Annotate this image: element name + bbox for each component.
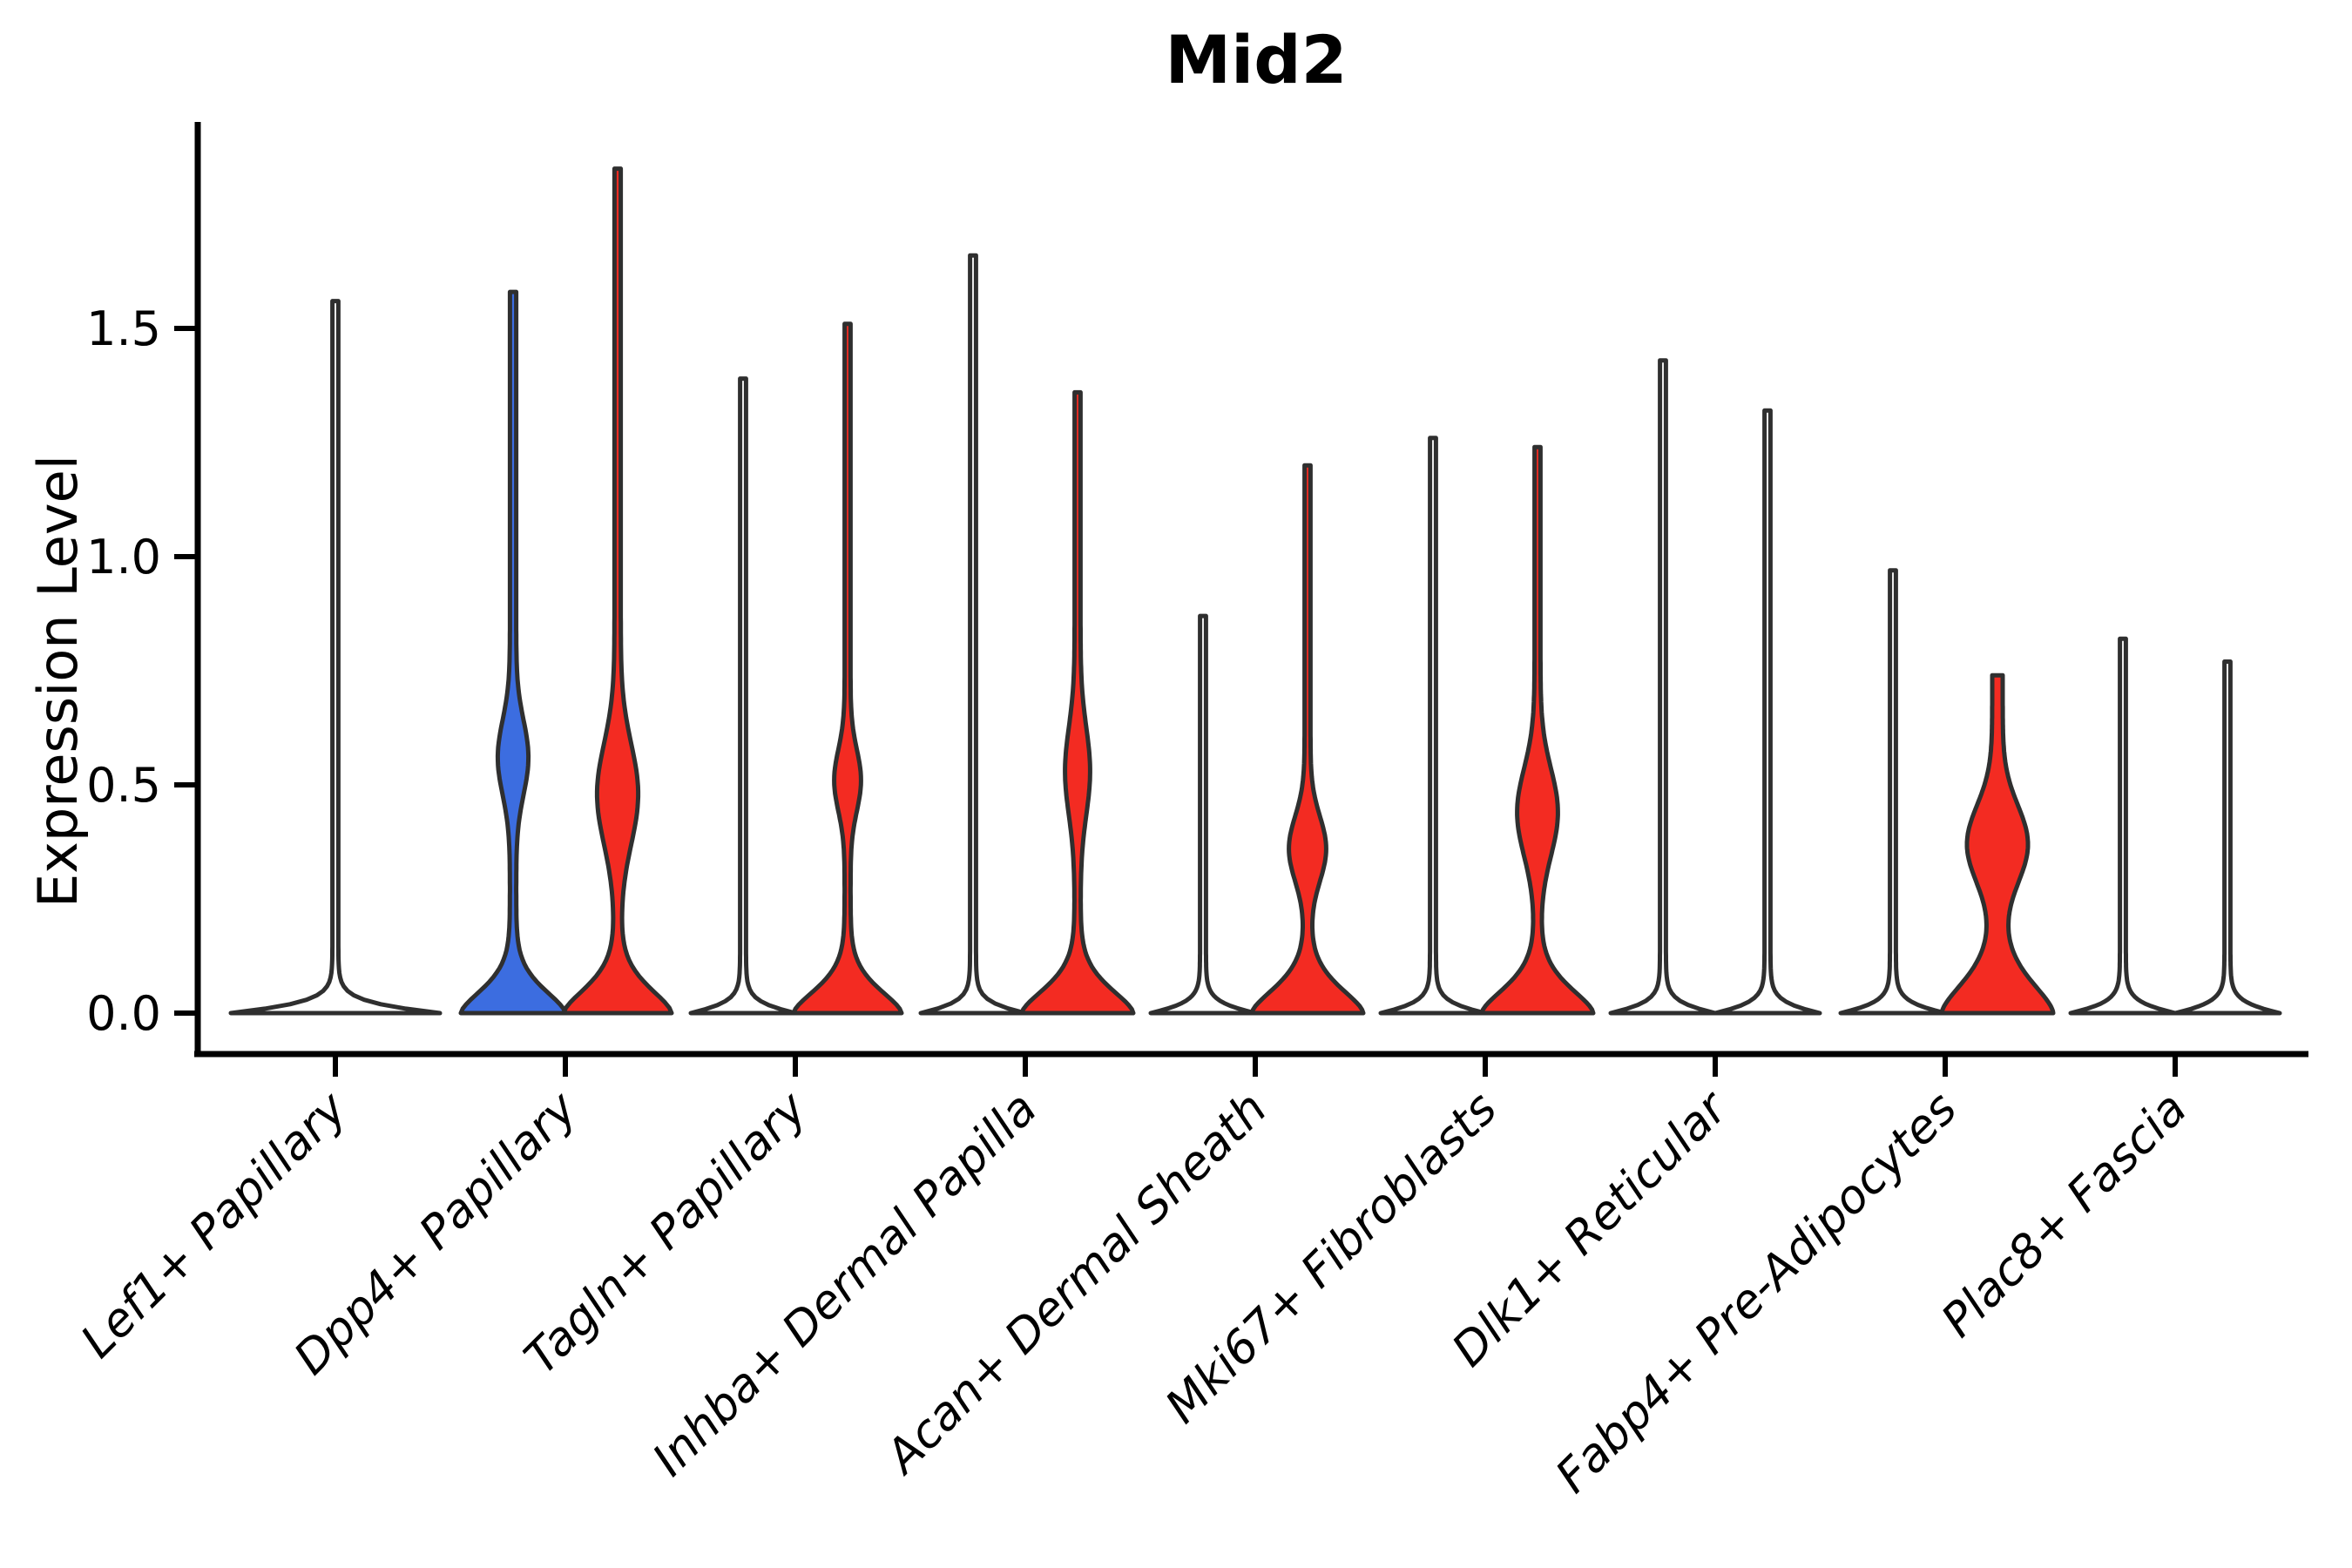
y-axis-label: Expression Level [26, 455, 90, 908]
x-tick-label: Plac8+ Fascia [1931, 1082, 2197, 1348]
violin-acan+-left [1148, 613, 1258, 1016]
violin-inhba+-left [918, 253, 1028, 1016]
x-tick-label: Fabp4+ Pre-Adipocytes [1546, 1082, 1968, 1504]
violin-tagln+-left [688, 376, 798, 1016]
violin-lef1+-full [228, 299, 443, 1016]
y-tick-label: 0.0 [86, 986, 161, 1041]
x-tick-label: Acan+ Dermal Sheath [875, 1082, 1278, 1485]
violin-dpp4+-right [561, 166, 674, 1016]
violin-mki67+-left [1378, 436, 1488, 1016]
y-tick-label: 0.5 [86, 758, 161, 813]
y-tick-label: 1.5 [86, 301, 161, 356]
violin-dpp4+-left [458, 289, 568, 1016]
violin-plac8+-left [2068, 636, 2178, 1016]
violin-acan+-right [1249, 463, 1366, 1016]
violins-layer [228, 166, 2282, 1016]
violin-inhba+-right [1019, 389, 1136, 1016]
violin-plac8+-right [2173, 659, 2282, 1016]
violin-fabp4+-right [1939, 672, 2056, 1016]
chart-title: Mid2 [1166, 21, 1348, 98]
violin-dlk1+-left [1608, 358, 1718, 1016]
x-tick-label: Inhba+ Dermal Papilla [643, 1082, 1047, 1486]
violin-mki67+-right [1479, 444, 1596, 1016]
y-tick-label: 1.0 [86, 530, 161, 585]
violin-dlk1+-right [1713, 408, 1822, 1016]
violin-fabp4+-left [1838, 568, 1948, 1016]
violin-tagln+-right [791, 321, 904, 1016]
